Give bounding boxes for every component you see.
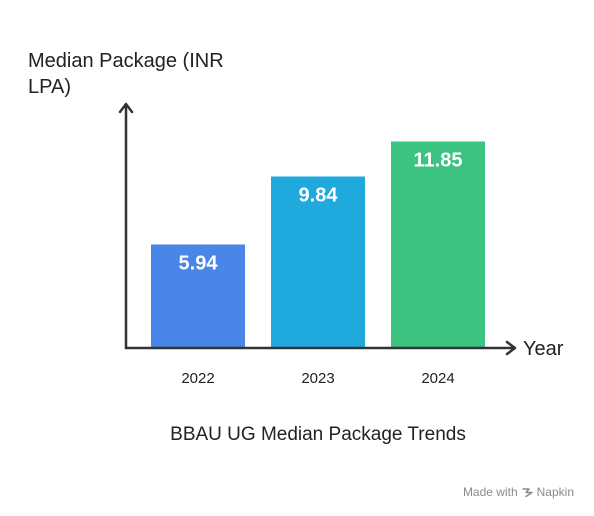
chart-title: BBAU UG Median Package Trends [170, 424, 466, 445]
napkin-logo-icon [521, 487, 533, 498]
x-axis-line [124, 340, 517, 356]
y-axis-label-line-1: Median Package (INR [28, 50, 224, 72]
bars-group: 5.94 2022 9.84 2023 11.85 2024 [151, 141, 485, 387]
watermark-prefix: Made with [462, 485, 518, 499]
bar-2024 [391, 141, 485, 348]
data-label-2024: 11.85 [414, 149, 463, 171]
x-tick-label-2022: 2022 [181, 370, 214, 387]
x-axis-label: Year [523, 338, 564, 360]
watermark-brand: Napkin [536, 485, 574, 499]
x-tick-label-2024: 2024 [421, 370, 454, 387]
bar-2023 [271, 176, 365, 348]
y-axis-line [118, 102, 134, 350]
watermark: Made with Napkin [463, 485, 574, 499]
y-axis-label-line-2: LPA) [28, 76, 71, 98]
x-tick-label-2023: 2023 [301, 370, 334, 387]
data-label-2023: 9.84 [299, 185, 339, 207]
data-label-2022: 5.94 [179, 252, 219, 274]
bar-2022 [151, 244, 245, 348]
